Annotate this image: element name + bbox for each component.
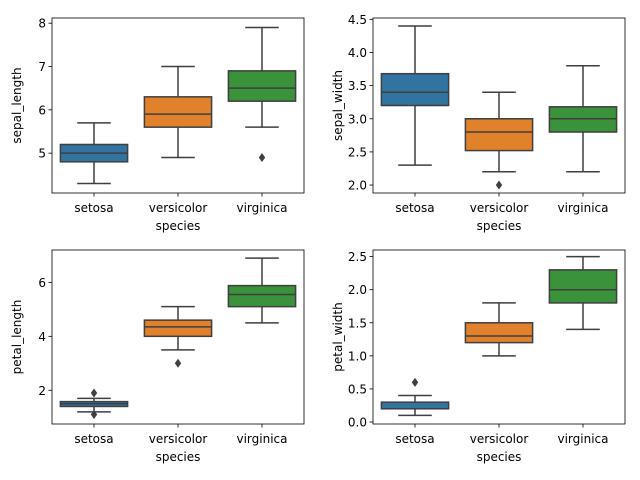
y-tick-label: 0.0: [348, 416, 367, 430]
y-tick-label: 6: [38, 103, 46, 117]
outlier-point: [259, 153, 265, 162]
y-tick-label: 4: [38, 330, 46, 344]
y-tick-label: 8: [38, 17, 46, 31]
y-axis-label: petal_length: [10, 300, 24, 375]
y-tick-label: 4.5: [348, 13, 367, 27]
box-versicolor: [465, 92, 532, 189]
x-axis-label: species: [477, 219, 522, 233]
y-tick-label: 1.0: [348, 349, 367, 363]
box-versicolor: [144, 67, 211, 158]
x-tick-label: virginica: [558, 201, 609, 215]
outlier-point: [91, 388, 97, 397]
y-tick-label: 0.5: [348, 382, 367, 396]
y-tick-label: 6: [38, 276, 46, 290]
subplot-sepal_length: setosa versicolor virginica 5 6 7 8 species sepa…: [10, 17, 304, 233]
subplot-petal_length: setosa versicolor virginica 2 4 6 species petal…: [10, 250, 304, 464]
outlier-point: [496, 181, 502, 190]
y-axis-label: sepal_length: [10, 67, 24, 143]
x-tick-label: virginica: [237, 201, 288, 215]
box-setosa: [60, 123, 127, 184]
x-tick-label: versicolor: [149, 432, 208, 446]
y-tick-label: 2.5: [348, 145, 367, 159]
x-tick-label: setosa: [74, 201, 113, 215]
x-axis-label: species: [156, 450, 201, 464]
iqr-box: [465, 119, 532, 151]
y-tick-label: 2.0: [348, 283, 367, 297]
iqr-box: [549, 270, 616, 303]
y-axis-label: petal_width: [331, 302, 345, 371]
x-tick-label: setosa: [395, 432, 434, 446]
box-virginica: [228, 258, 295, 323]
x-tick-label: versicolor: [470, 432, 529, 446]
box-virginica: [549, 257, 616, 330]
iqr-box: [144, 97, 211, 127]
outlier-point: [175, 359, 181, 368]
box-versicolor: [144, 307, 211, 368]
y-tick-label: 2.0: [348, 179, 367, 193]
x-axis-label: species: [156, 219, 201, 233]
iqr-box: [381, 402, 448, 409]
y-tick-label: 5: [38, 147, 46, 161]
box-versicolor: [465, 303, 532, 356]
iqr-box: [228, 71, 295, 101]
y-tick-label: 3.0: [348, 112, 367, 126]
y-tick-label: 4.0: [348, 46, 367, 60]
box-virginica: [228, 28, 295, 162]
y-tick-label: 7: [38, 60, 46, 74]
subplot-sepal_width: setosa versicolor virginica 2.0 2.5 3.0 3.5 4.0…: [331, 13, 625, 233]
box-setosa: [381, 26, 448, 165]
y-tick-label: 2.5: [348, 250, 367, 264]
subplot-petal_width: setosa versicolor virginica 0.0 0.5 1.0 1.5 2.0…: [331, 250, 625, 464]
x-tick-label: virginica: [558, 432, 609, 446]
iqr-box: [465, 323, 532, 343]
x-tick-label: versicolor: [149, 201, 208, 215]
box-virginica: [549, 66, 616, 172]
y-tick-label: 1.5: [348, 316, 367, 330]
x-tick-label: setosa: [395, 201, 434, 215]
y-axis-label: sepal_width: [331, 70, 345, 141]
y-tick-label: 2: [38, 384, 46, 398]
x-tick-label: virginica: [237, 432, 288, 446]
iqr-box: [144, 320, 211, 336]
box-setosa: [381, 378, 448, 416]
iqr-box: [228, 286, 295, 307]
x-tick-label: setosa: [74, 432, 113, 446]
box-setosa: [60, 388, 127, 419]
x-axis-label: species: [477, 450, 522, 464]
x-tick-label: versicolor: [470, 201, 529, 215]
iqr-box: [381, 74, 448, 106]
y-tick-label: 3.5: [348, 79, 367, 93]
outlier-point: [412, 378, 418, 387]
